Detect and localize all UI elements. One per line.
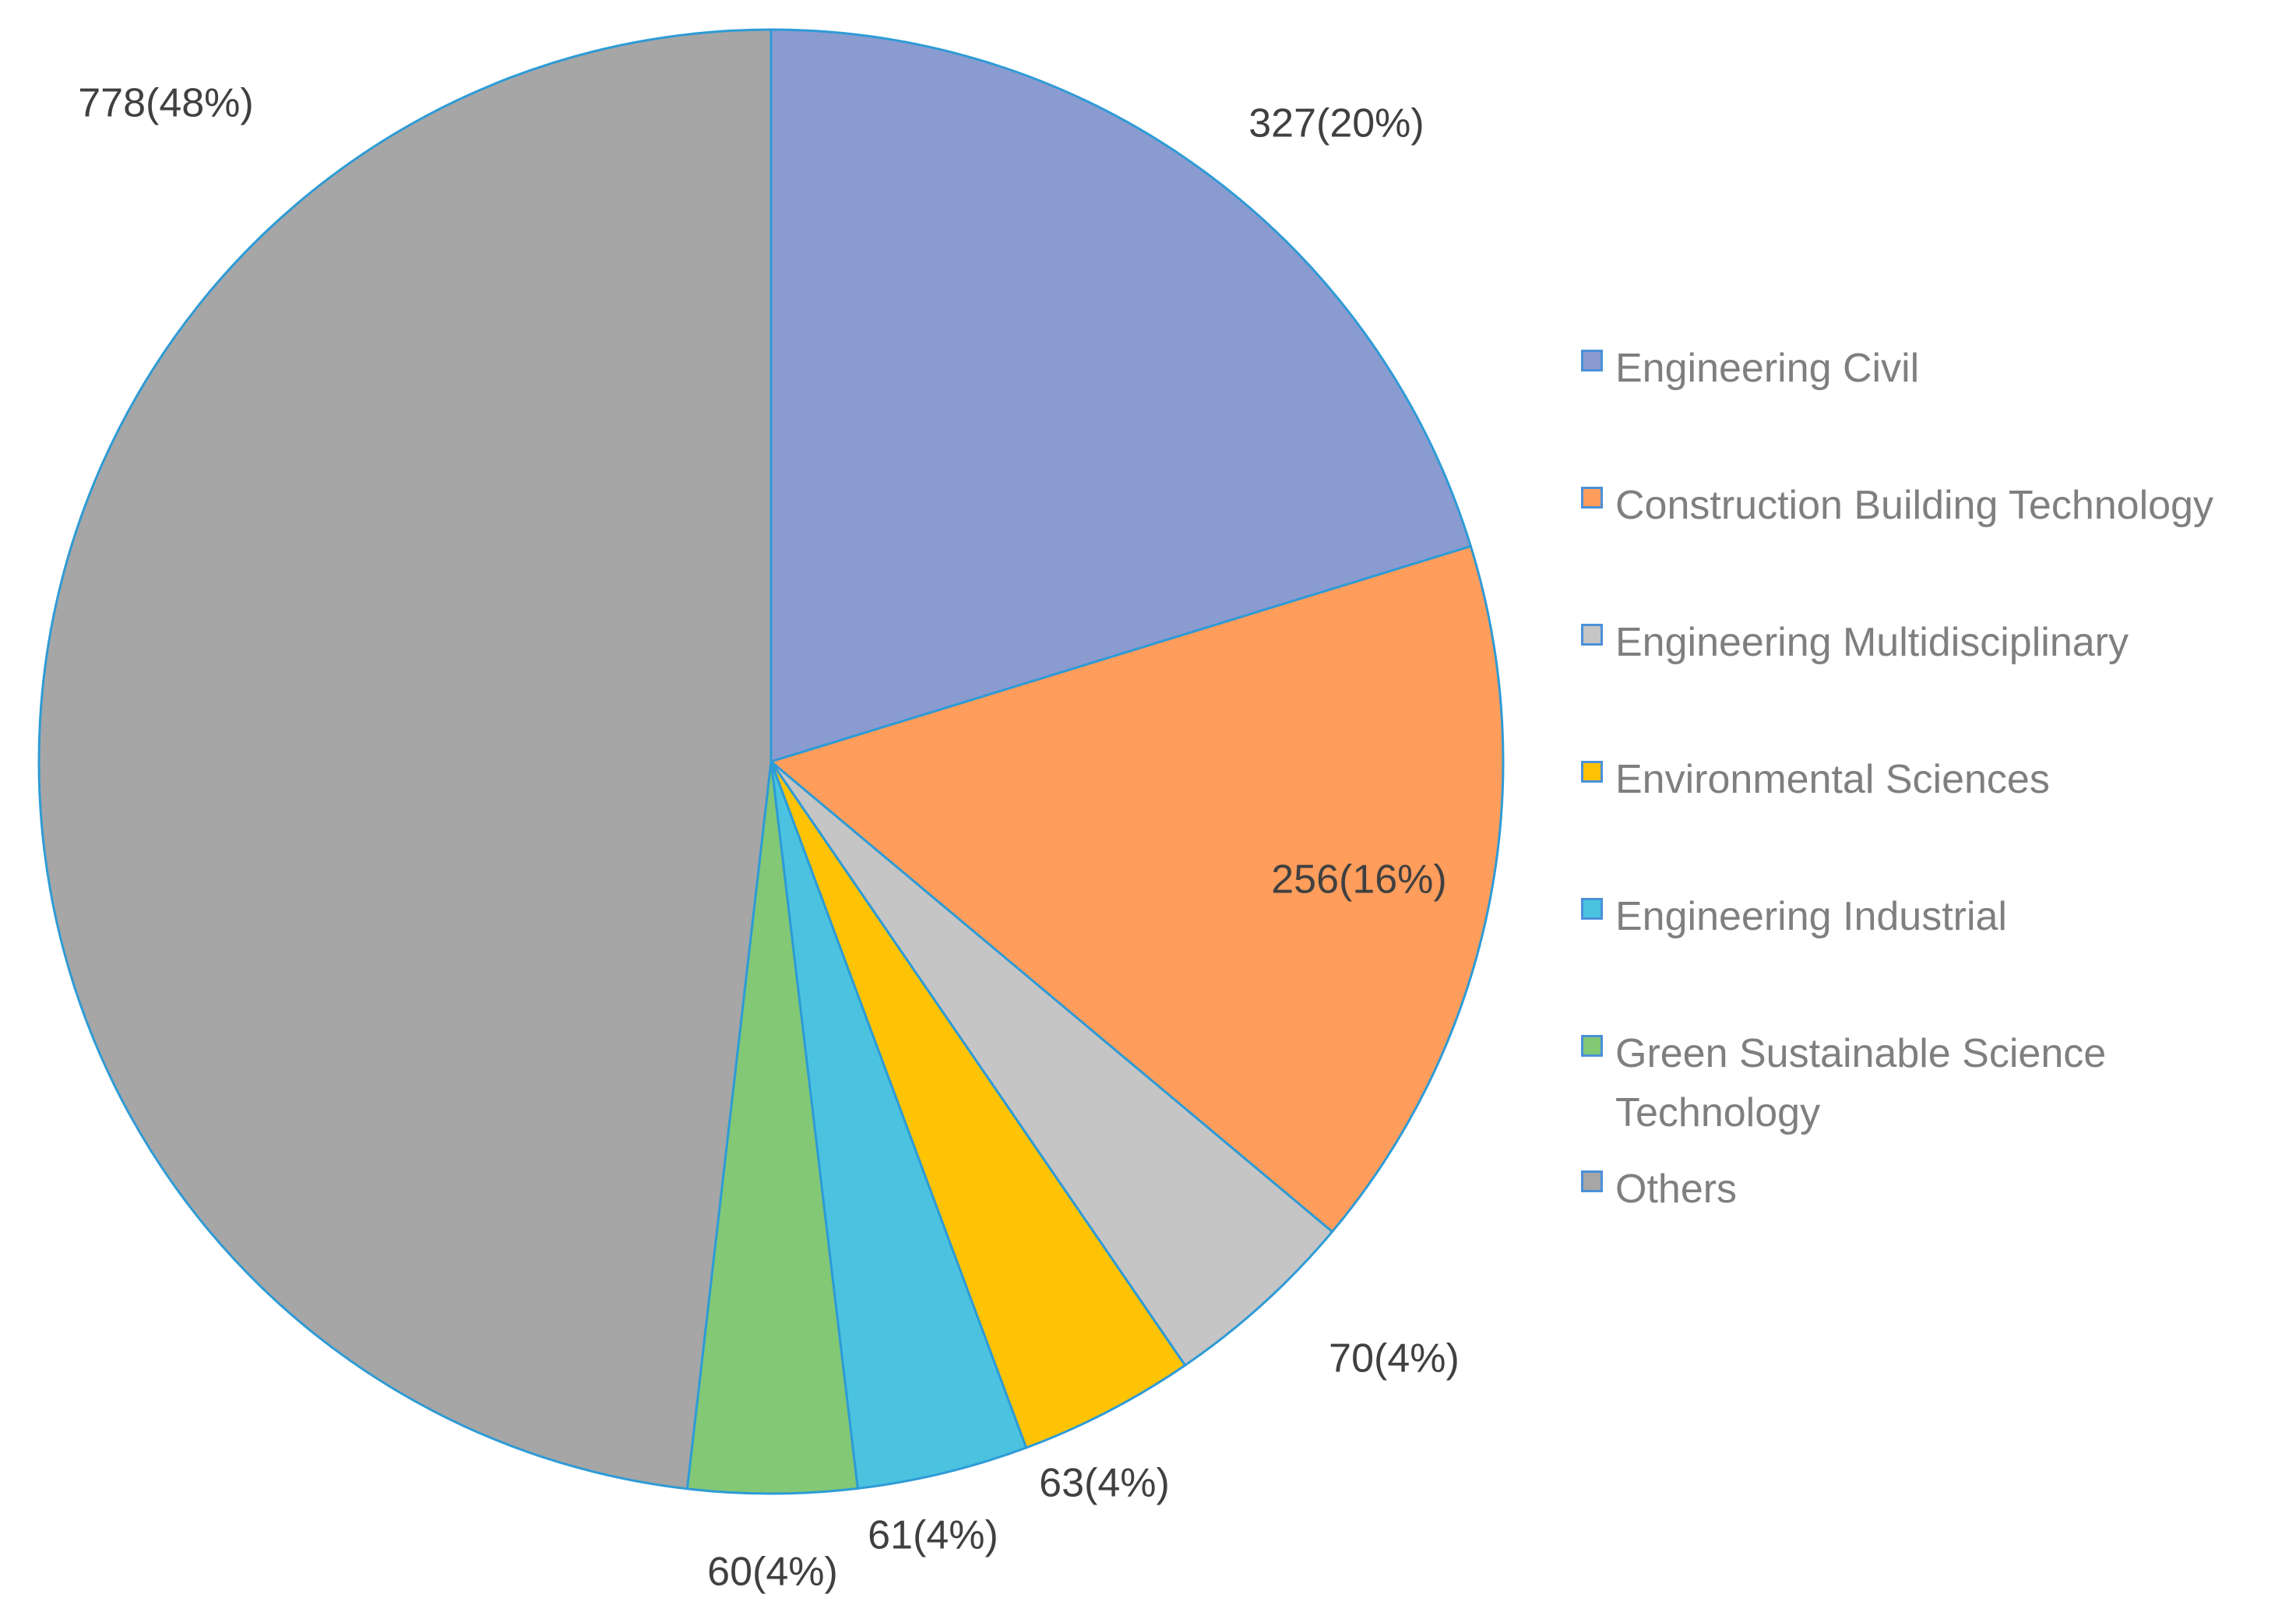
legend-swatch	[1581, 1170, 1603, 1192]
legend-label: Engineering Industrial	[1615, 894, 2007, 939]
data-label-engineering-industrial: 61(4%)	[868, 1513, 998, 1558]
legend-label: Engineering Multidisciplinary	[1615, 620, 2129, 665]
pie-slice-construction-building-technology	[769, 544, 1505, 1234]
data-label-engineering-multidisciplinary: 70(4%)	[1329, 1336, 1460, 1381]
legend-item-engineering-multidisciplinary: Engineering Multidisciplinary	[1581, 613, 2282, 672]
data-label-engineering-civil: 327(20%)	[1248, 101, 1424, 146]
pie-slice-green-sustainable-science-technology	[685, 760, 859, 1495]
data-labels: 327(20%) 256(16%) 70(4%) 63(4%) 61(4%) 60(4%)…	[78, 81, 1460, 1595]
legend-swatch	[1581, 487, 1603, 509]
pie-slice-engineering-industrial	[769, 760, 1028, 1490]
legend-label: Environmental Sciences	[1615, 757, 2050, 802]
legend-label: Others	[1615, 1167, 1738, 1212]
pie-slice-environmental-sciences	[769, 760, 1187, 1449]
data-label-construction-building-technology: 256(16%)	[1271, 857, 1446, 903]
pie-slice-engineering-multidisciplinary	[769, 760, 1334, 1367]
legend-label: Construction Building Technology	[1615, 483, 2213, 528]
pie-slice-others	[37, 28, 773, 1491]
legend-item-environmental-sciences: Environmental Sciences	[1581, 750, 2282, 809]
legend-swatch	[1581, 1035, 1603, 1057]
legend-swatch	[1581, 761, 1603, 783]
legend-item-others: Others	[1581, 1160, 2282, 1219]
data-label-green-sustainable-science-technology: 60(4%)	[707, 1550, 838, 1595]
pie-slices	[37, 28, 1505, 1495]
legend-label: Green Sustainable Science Technology	[1615, 1031, 2107, 1135]
legend-swatch	[1581, 350, 1603, 371]
legend: Engineering Civil Construction Building T…	[1581, 339, 2282, 1219]
legend-item-green-sustainable-science-technology: Green Sustainable Science Technology	[1581, 1024, 2282, 1142]
pie-slice-engineering-civil	[769, 28, 1472, 763]
data-label-others: 778(48%)	[78, 81, 253, 126]
data-label-environmental-sciences: 63(4%)	[1039, 1461, 1170, 1506]
legend-item-construction-building-technology: Construction Building Technology	[1581, 476, 2282, 535]
legend-item-engineering-civil: Engineering Civil	[1581, 339, 2282, 398]
legend-label: Engineering Civil	[1615, 346, 1920, 391]
legend-item-engineering-industrial: Engineering Industrial	[1581, 887, 2282, 946]
legend-swatch	[1581, 898, 1603, 920]
legend-swatch	[1581, 624, 1603, 646]
